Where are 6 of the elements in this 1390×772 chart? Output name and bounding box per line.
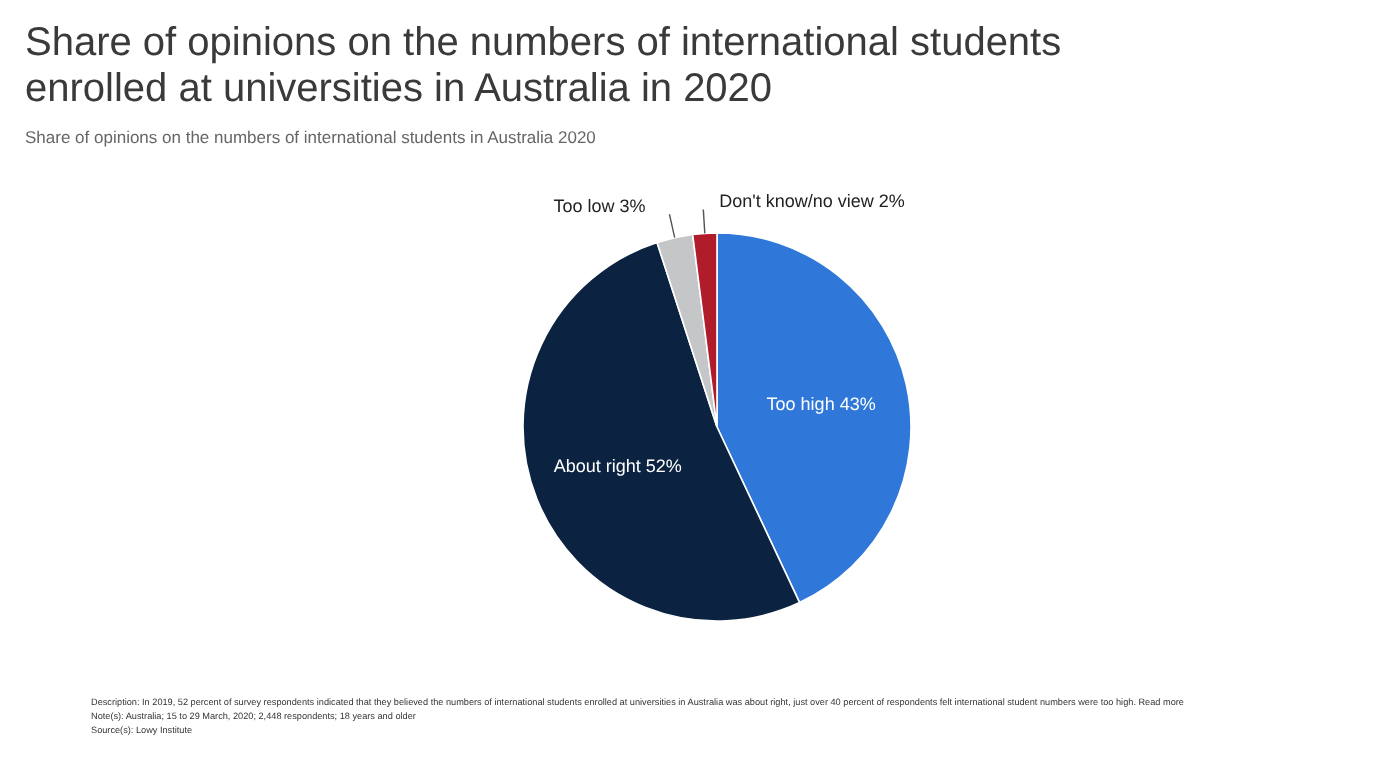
slice-label: Don't know/no view 2% — [719, 191, 905, 212]
slice-label: About right 52% — [553, 456, 682, 477]
chart-title: Share of opinions on the numbers of international students enrolled at universities in Australia in 2020 — [25, 21, 1062, 111]
slice-label: Too high 43% — [766, 393, 876, 414]
slice-label: Too low 3% — [553, 196, 646, 217]
text: Share of opinions on the numbers of international students in Australia 2020 — [25, 127, 597, 147]
